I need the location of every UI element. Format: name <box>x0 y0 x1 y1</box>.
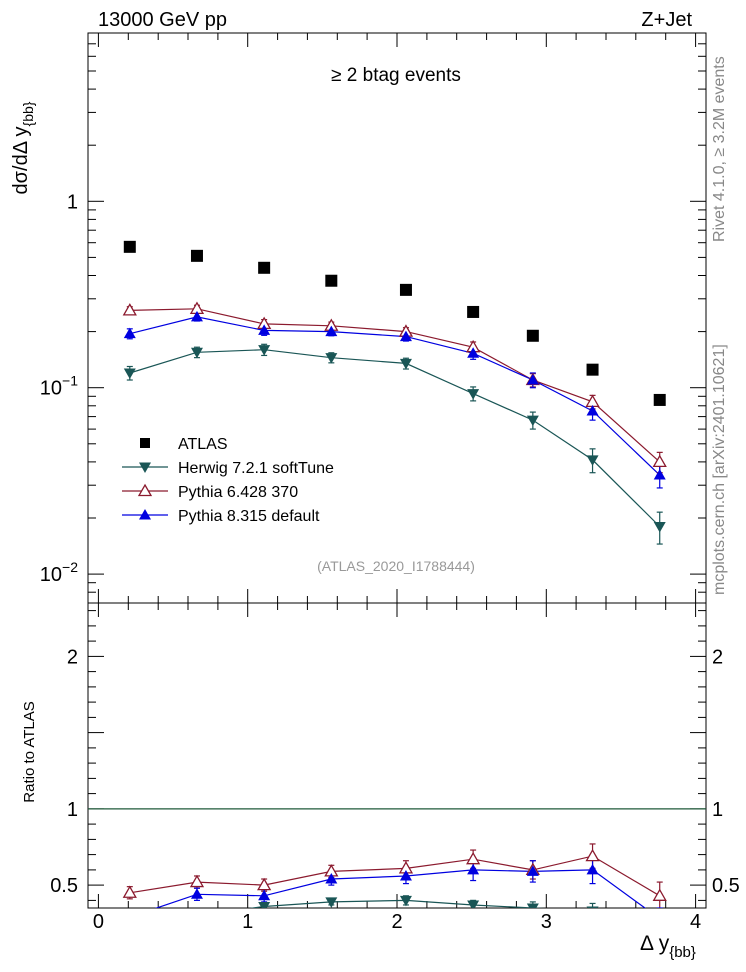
ratio-y-tick-label-right-2: 2 <box>712 646 723 668</box>
legend-marker-herwig-7-2-1-softtune <box>139 462 151 473</box>
header-left: 13000 GeV pp <box>98 9 227 31</box>
ratio-point-pythia-8-315-default-2 <box>258 889 271 901</box>
x-tick-label-1: 1 <box>242 911 253 933</box>
main-point-pythia-8-315-default-8 <box>653 469 666 480</box>
main-point-herwig-7-2-1-softtune-3 <box>325 353 338 364</box>
main-point-pythia-6-428-370-7 <box>585 394 600 407</box>
ratio-point-pythia-8-315-default-1 <box>190 888 203 899</box>
main-point-herwig-7-2-1-softtune-6 <box>526 415 539 427</box>
main-point-herwig-7-2-1-softtune-7 <box>586 455 599 466</box>
header-right: Z+Jet <box>641 9 692 31</box>
ratio-point-pythia-8-315-default-0 <box>124 911 136 922</box>
ratio-point-herwig-7-2-1-softtune-3 <box>325 897 338 908</box>
main-point-atlas-1 <box>190 249 203 262</box>
legend-label-herwig-7-2-1-softtune: Herwig 7.2.1 softTune <box>178 460 334 477</box>
main-point-herwig-7-2-1-softtune-1 <box>190 347 203 359</box>
legend-marker-pythia-8-315-default <box>139 509 151 520</box>
main-point-pythia-8-315-default-6 <box>526 374 539 385</box>
ratio-panel-frame <box>87 602 707 909</box>
main-point-pythia-8-315-default-4 <box>399 330 412 342</box>
ratio-y-tick-label-right-0: 0.5 <box>712 875 740 897</box>
main-point-atlas-8 <box>653 393 666 406</box>
x-axis-label-sub: {bb} <box>669 944 696 961</box>
main-point-atlas-2 <box>258 261 271 274</box>
main-y-label: dσ/dΔ y{bb} <box>10 101 36 194</box>
ratio-point-pythia-8-315-default-6 <box>526 865 539 876</box>
main-point-pythia-6-428-370-8 <box>652 454 667 468</box>
ratio-point-pythia-6-428-370-8 <box>652 888 667 901</box>
main-y-tick-label-2: 10−2 <box>40 559 78 586</box>
ratio-point-pythia-6-428-370-2 <box>257 877 272 891</box>
main-point-pythia-8-315-default-1 <box>190 310 203 322</box>
ratio-point-herwig-7-2-1-softtune-4 <box>399 895 412 907</box>
main-y-label-sub: {bb} <box>20 101 36 126</box>
main-point-pythia-8-315-default-5 <box>467 347 480 358</box>
side-label-bottom: mcplots.cern.ch [arXiv:2401.10621] <box>711 344 728 595</box>
main-y-tick-base: 10 <box>40 564 62 586</box>
main-markers <box>122 240 667 533</box>
ratio-point-pythia-8-315-default-7 <box>586 863 599 875</box>
ratio-y-label: Ratio to ATLAS <box>21 701 38 802</box>
legend-marker-atlas <box>140 438 150 448</box>
main-point-pythia-8-315-default-3 <box>325 325 338 337</box>
ratio-point-pythia-6-428-370-1 <box>189 874 205 888</box>
svg-text:dσ/dΔ y{bb}: dσ/dΔ y{bb} <box>10 101 36 194</box>
watermark: (ATLAS_2020_I1788444) <box>317 558 475 574</box>
main-point-pythia-8-315-default-7 <box>586 405 599 416</box>
legend-label-pythia-8-315-default: Pythia 8.315 default <box>178 508 320 525</box>
main-y-tick-label-1: 10−1 <box>40 373 78 400</box>
ratio-point-pythia-6-428-370-5 <box>466 851 481 865</box>
ratio-point-herwig-7-2-1-softtune-7 <box>586 906 599 908</box>
ratio-point-pythia-8-315-default-5 <box>467 863 480 875</box>
x-tick-label-0: 0 <box>93 911 104 933</box>
ratio-y-tick-label-left-1: 1 <box>67 799 78 821</box>
main-point-pythia-8-315-default-0 <box>123 327 136 339</box>
ratio-point-herwig-7-2-1-softtune-0 <box>124 925 136 936</box>
legend-marker-pythia-6-428-370 <box>137 483 153 497</box>
main-point-atlas-6 <box>526 329 539 342</box>
main-point-herwig-7-2-1-softtune-8 <box>653 522 666 533</box>
x-axis-label: Δ y{bb} <box>640 932 696 961</box>
main-y-tick-label-0: 1 <box>67 191 78 213</box>
ratio-point-pythia-6-428-370-7 <box>585 848 600 862</box>
ratio-point-pythia-8-315-default-4 <box>399 869 412 881</box>
ratio-point-herwig-7-2-1-softtune-5 <box>467 900 480 908</box>
ratio-y-tick-label-right-1: 1 <box>712 799 723 821</box>
main-point-herwig-7-2-1-softtune-5 <box>467 389 480 400</box>
main-y-tick-base: 1 <box>67 191 78 213</box>
ratio-point-herwig-7-2-1-softtune-6 <box>526 903 539 908</box>
main-y-tick-base: 10 <box>40 378 62 400</box>
ratio-point-herwig-7-2-1-softtune-1 <box>191 911 203 922</box>
x-tick-label-2: 2 <box>391 911 402 933</box>
ratio-y-tick-label-left-2: 2 <box>67 646 78 668</box>
side-label-top: Rivet 4.1.0, ≥ 3.2M events <box>711 56 728 242</box>
main-point-herwig-7-2-1-softtune-0 <box>123 368 136 379</box>
main-y-label-base: dσ/dΔ y <box>10 126 32 194</box>
chart-title: ≥ 2 btag events <box>331 65 461 86</box>
ratio-point-pythia-8-315-default-3 <box>325 873 338 884</box>
main-point-herwig-7-2-1-softtune-2 <box>258 345 271 356</box>
main-point-atlas-3 <box>325 274 338 287</box>
main-y-tick-exp: −2 <box>62 559 78 575</box>
svg-text:Δ y{bb}: Δ y{bb} <box>640 932 696 961</box>
main-point-atlas-7 <box>586 363 599 376</box>
ratio-point-pythia-8-315-default-8 <box>654 913 666 924</box>
x-axis-label-base: Δ y <box>640 932 670 955</box>
ratio-y-tick-label-left-0: 0.5 <box>50 875 78 897</box>
main-point-pythia-6-428-370-0 <box>122 303 137 316</box>
main-point-herwig-7-2-1-softtune-4 <box>399 358 412 370</box>
main-point-atlas-4 <box>399 283 412 296</box>
legend-label-atlas: ATLAS <box>178 436 228 453</box>
x-tick-label-4: 4 <box>690 911 701 933</box>
x-tick-label-3: 3 <box>541 911 552 933</box>
main-y-tick-exp: −1 <box>62 373 78 389</box>
main-point-pythia-8-315-default-2 <box>258 324 271 335</box>
ratio-markers <box>122 848 667 936</box>
ratio-point-pythia-6-428-370-0 <box>122 885 137 898</box>
ratio-point-herwig-7-2-1-softtune-2 <box>258 901 271 908</box>
main-point-atlas-0 <box>123 240 136 253</box>
legend-label-pythia-6-428-370: Pythia 6.428 370 <box>178 484 298 501</box>
main-point-atlas-5 <box>467 305 480 318</box>
